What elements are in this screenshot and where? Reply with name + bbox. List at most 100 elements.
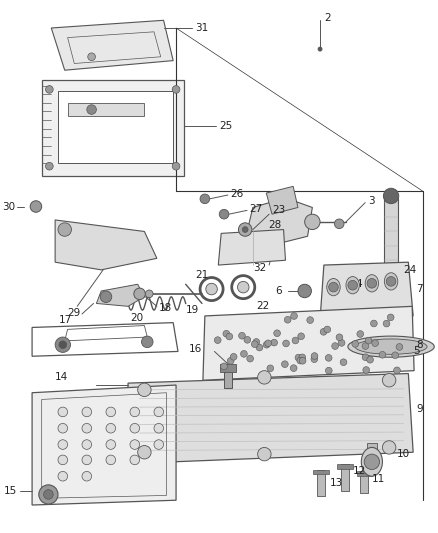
Circle shape	[386, 277, 396, 286]
Circle shape	[221, 363, 227, 370]
Circle shape	[283, 340, 290, 347]
Bar	[337, 278, 355, 284]
Circle shape	[154, 440, 163, 449]
Text: 32: 32	[253, 263, 266, 273]
Circle shape	[394, 367, 400, 374]
Text: 28: 28	[268, 220, 282, 230]
Circle shape	[82, 471, 92, 481]
Circle shape	[145, 290, 153, 298]
Circle shape	[371, 320, 377, 327]
Circle shape	[271, 339, 278, 346]
Polygon shape	[247, 198, 312, 246]
Circle shape	[298, 284, 311, 298]
Circle shape	[227, 358, 234, 364]
Text: 19: 19	[186, 305, 199, 315]
Circle shape	[372, 340, 378, 346]
Circle shape	[240, 351, 247, 357]
Circle shape	[290, 365, 297, 372]
Circle shape	[265, 340, 272, 346]
Circle shape	[154, 423, 163, 433]
Circle shape	[58, 423, 67, 433]
Polygon shape	[55, 220, 157, 270]
Circle shape	[367, 357, 374, 363]
Ellipse shape	[365, 274, 378, 292]
Circle shape	[367, 279, 377, 288]
Circle shape	[357, 330, 364, 337]
Text: 23: 23	[272, 205, 285, 215]
Circle shape	[237, 281, 249, 293]
Circle shape	[242, 227, 248, 232]
Ellipse shape	[327, 279, 340, 296]
Circle shape	[39, 485, 58, 504]
Text: 31: 31	[195, 23, 208, 33]
Text: 12: 12	[353, 466, 366, 477]
Circle shape	[55, 337, 71, 352]
Text: 7: 7	[416, 284, 423, 294]
Circle shape	[141, 336, 153, 348]
Circle shape	[106, 440, 116, 449]
Circle shape	[106, 455, 116, 465]
Circle shape	[82, 407, 92, 417]
Circle shape	[348, 280, 357, 290]
Circle shape	[298, 333, 304, 340]
Circle shape	[299, 354, 306, 361]
Circle shape	[335, 219, 344, 229]
Polygon shape	[125, 374, 413, 464]
Bar	[367, 442, 377, 462]
Circle shape	[292, 337, 299, 344]
Circle shape	[172, 163, 180, 170]
Circle shape	[230, 353, 237, 360]
Circle shape	[58, 440, 67, 449]
Circle shape	[328, 282, 338, 292]
Text: 5: 5	[413, 346, 420, 357]
Circle shape	[138, 446, 151, 459]
Circle shape	[82, 440, 92, 449]
Bar	[67, 103, 145, 116]
Circle shape	[297, 357, 304, 364]
Circle shape	[284, 317, 291, 323]
Polygon shape	[96, 284, 145, 306]
Circle shape	[320, 328, 327, 335]
Circle shape	[130, 440, 140, 449]
Circle shape	[44, 490, 53, 499]
Text: 2: 2	[324, 13, 331, 23]
Circle shape	[134, 288, 145, 300]
Text: 15: 15	[4, 486, 17, 496]
Circle shape	[324, 326, 331, 333]
Text: 16: 16	[189, 344, 202, 353]
Polygon shape	[203, 306, 414, 380]
Text: 8: 8	[416, 340, 423, 350]
Polygon shape	[51, 20, 173, 70]
Polygon shape	[266, 187, 298, 214]
Circle shape	[46, 86, 53, 93]
Circle shape	[387, 314, 394, 321]
Text: 10: 10	[397, 449, 410, 459]
Circle shape	[130, 455, 140, 465]
Circle shape	[58, 223, 71, 236]
Circle shape	[251, 341, 258, 348]
Circle shape	[219, 209, 229, 219]
Text: 3: 3	[368, 196, 374, 206]
Bar	[385, 198, 398, 346]
Circle shape	[295, 354, 302, 361]
Circle shape	[318, 47, 322, 51]
Circle shape	[59, 341, 67, 349]
Circle shape	[130, 423, 140, 433]
Bar	[42, 80, 184, 176]
Ellipse shape	[348, 336, 434, 357]
Circle shape	[382, 441, 396, 454]
Circle shape	[291, 313, 297, 319]
Text: 27: 27	[249, 204, 262, 214]
Circle shape	[106, 423, 116, 433]
Circle shape	[100, 291, 112, 303]
Circle shape	[274, 330, 280, 337]
Text: 20: 20	[130, 313, 143, 323]
Polygon shape	[32, 385, 176, 505]
Circle shape	[214, 337, 221, 343]
Circle shape	[238, 223, 252, 236]
Circle shape	[58, 407, 67, 417]
Circle shape	[226, 333, 233, 340]
Circle shape	[130, 407, 140, 417]
Circle shape	[258, 447, 271, 461]
Circle shape	[87, 105, 96, 115]
